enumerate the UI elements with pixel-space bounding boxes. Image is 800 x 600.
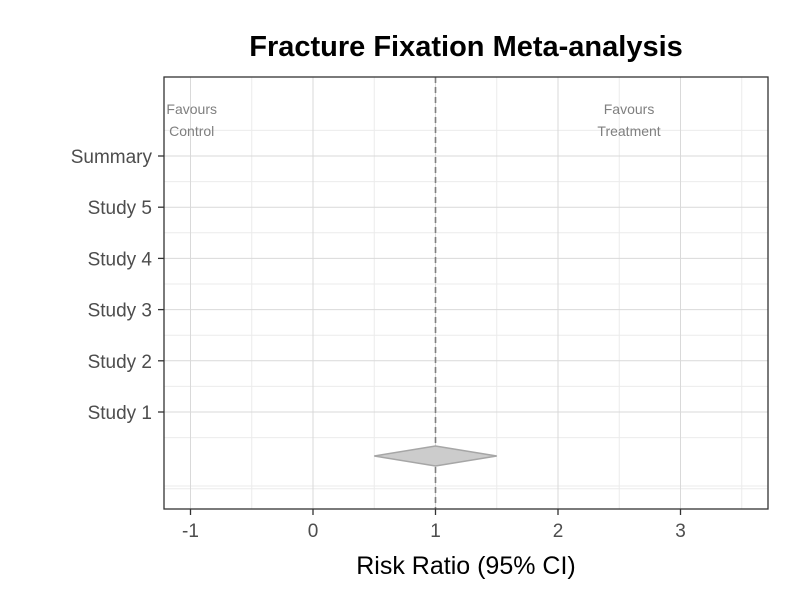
annotation-text: Treatment <box>597 123 660 139</box>
summary-diamond <box>374 445 497 467</box>
y-tick-label: Study 2 <box>88 352 152 373</box>
panel-frame <box>163 76 769 510</box>
x-tick-label: 3 <box>675 521 686 542</box>
x-tick-label: -1 <box>182 521 199 542</box>
x-tick-label: 1 <box>430 521 441 542</box>
annotation-text: Control <box>169 123 214 139</box>
grid-lines <box>164 77 768 509</box>
y-tick-label: Summary <box>71 147 153 168</box>
y-tick-label: Study 3 <box>88 301 152 322</box>
y-tick-label: Study 5 <box>88 198 152 219</box>
x-axis-label: Risk Ratio (95% CI) <box>356 552 576 580</box>
x-tick-label: 0 <box>308 521 319 542</box>
y-tick-label: Study 1 <box>88 403 152 424</box>
panel-border <box>163 76 769 510</box>
x-tick-label: 2 <box>553 521 564 542</box>
annotation-text: Favours <box>166 101 217 117</box>
chart-title: Fracture Fixation Meta-analysis <box>249 31 683 63</box>
y-tick-label: Study 4 <box>88 249 153 270</box>
marks-group <box>374 445 497 467</box>
annotations: Favours Control Favours Treatment <box>166 101 660 139</box>
y-axis: Summary Study 5 Study 4 Study 3 Study 2 Study… <box>71 147 164 424</box>
x-axis: -1 0 1 2 3 <box>182 509 686 542</box>
annotation-text: Favours <box>604 101 655 117</box>
